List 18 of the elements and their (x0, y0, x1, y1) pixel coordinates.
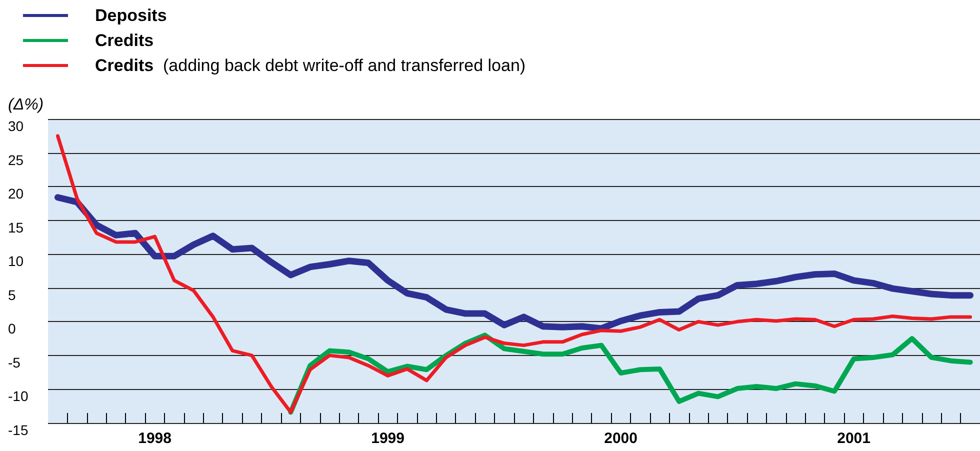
y-tick-label: 30 (8, 118, 24, 134)
y-tick-label: -5 (8, 354, 21, 370)
y-tick-label: 20 (8, 186, 24, 202)
y-axis-title: (Δ%) (8, 96, 44, 114)
x-tick-label: 1998 (138, 430, 172, 447)
y-tick-label: 25 (8, 152, 24, 168)
x-tick-label: 1999 (371, 430, 404, 447)
legend-label: Deposits (95, 6, 167, 25)
y-tick-label: -15 (8, 422, 28, 438)
y-tick-label: 10 (8, 253, 24, 270)
y-tick-label: 5 (8, 286, 16, 303)
y-tick-label: 15 (8, 219, 24, 236)
x-tick-label: 2001 (837, 430, 870, 447)
legend-label: Credits (adding back debt write-off and transferred loan) (95, 56, 526, 75)
y-tick-label: 0 (8, 320, 16, 337)
y-tick-label: -10 (8, 388, 28, 404)
x-tick-label: 2000 (604, 430, 638, 447)
legend-label: Credits (95, 31, 154, 50)
